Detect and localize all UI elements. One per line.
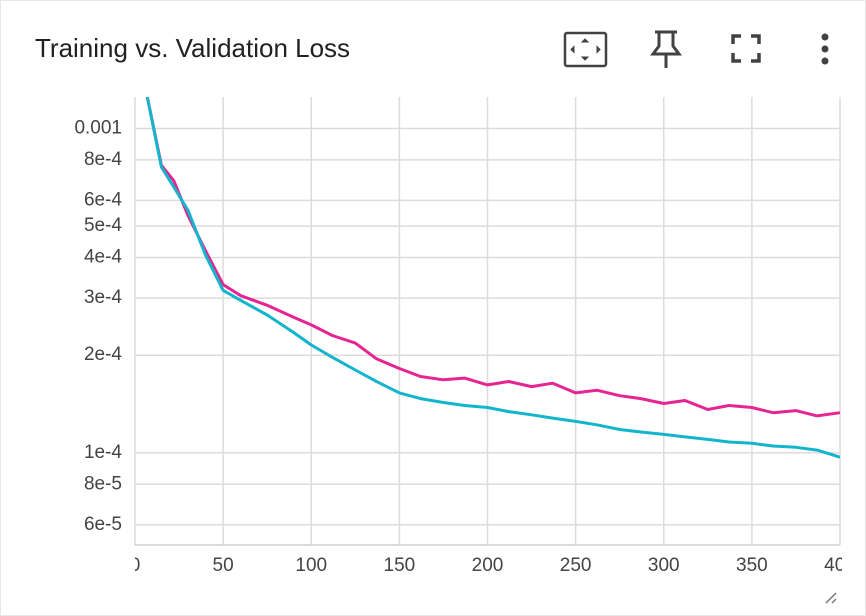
fullscreen-icon[interactable] — [731, 34, 761, 63]
x-tick-label: 100 — [295, 555, 327, 576]
x-tick-label: 350 — [736, 555, 768, 576]
chart-title: Training vs. Validation Loss — [35, 33, 350, 63]
x-tick-label: 200 — [472, 555, 504, 576]
x-tick-label: 150 — [384, 555, 416, 576]
y-tick-label: 1e-4 — [84, 442, 122, 463]
x-tick-label: 300 — [648, 555, 680, 576]
fit-icon[interactable] — [563, 31, 608, 68]
more-icon[interactable] — [821, 33, 829, 65]
x-tick-labels: 0 50 100 150 200 250 300 350 400 — [130, 555, 856, 576]
resize-handle[interactable] — [825, 592, 837, 604]
axis-labels: 0.001 8e-4 6e-4 5e-4 4e-4 3e-4 2e-4 1e-4 8e-5 6e-… — [74, 117, 856, 576]
x-tick-label: 50 — [213, 555, 234, 576]
y-tick-label: 2e-4 — [84, 344, 122, 365]
y-tick-label: 0.001 — [74, 117, 122, 138]
x-tick-label: 400 — [824, 555, 856, 576]
y-tick-label: 3e-4 — [84, 287, 122, 308]
series-line — [145, 97, 841, 418]
grid — [134, 97, 841, 546]
pin-icon[interactable] — [650, 30, 682, 68]
y-tick-label: 5e-4 — [84, 215, 122, 236]
y-tick-label: 8e-5 — [84, 473, 122, 494]
series-line — [145, 97, 841, 459]
x-tick-label: 0 — [130, 555, 141, 576]
x-tick-label: 250 — [560, 555, 592, 576]
y-tick-label: 6e-5 — [84, 514, 122, 535]
y-tick-label: 6e-4 — [84, 189, 122, 210]
y-tick-label: 4e-4 — [84, 247, 122, 268]
plot-area — [145, 97, 841, 459]
y-tick-label: 8e-4 — [84, 149, 122, 170]
